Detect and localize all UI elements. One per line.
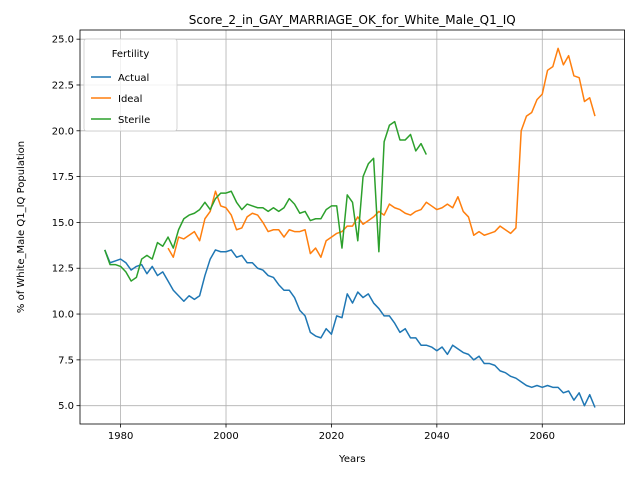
x-tick-label: 2060 [530,431,555,442]
x-tick-label: 2040 [424,431,449,442]
y-axis-label: % of White_Male Q1_IQ Population [16,141,27,313]
x-tick-label: 1980 [108,431,133,442]
grid [80,30,625,424]
series-line-sterile [104,120,427,282]
legend-label-actual: Actual [118,73,149,84]
legend: Fertility Actual Ideal Sterile [83,38,178,132]
x-tick-label: 2020 [319,431,344,442]
y-tick-label: 12.5 [52,264,74,275]
legend-box [83,38,178,132]
y-tick-label: 7.5 [58,355,74,366]
chart-title: Score_2_in_GAY_MARRIAGE_OK_for_White_Mal… [189,13,516,27]
axis-ticks: 1980 2000 2020 2040 2060 5.0 7.5 10.0 12.5 15.0 17… [52,35,555,442]
legend-label-sterile: Sterile [118,115,150,126]
legend-title: Fertility [112,49,150,60]
y-tick-label: 17.5 [52,172,74,183]
y-tick-label: 15.0 [52,218,74,229]
x-axis-label: Years [338,454,365,465]
y-tick-label: 10.0 [52,310,74,321]
y-tick-label: 25.0 [52,35,74,46]
x-tick-label: 2000 [213,431,238,442]
series-lines [104,47,596,408]
axes-frame [79,29,625,425]
y-tick-label: 5.0 [58,401,74,412]
series-line-actual [104,249,596,408]
series-line-ideal [167,47,596,258]
y-tick-label: 22.5 [52,80,74,91]
y-tick-label: 20.0 [52,126,74,137]
legend-label-ideal: Ideal [118,94,142,105]
